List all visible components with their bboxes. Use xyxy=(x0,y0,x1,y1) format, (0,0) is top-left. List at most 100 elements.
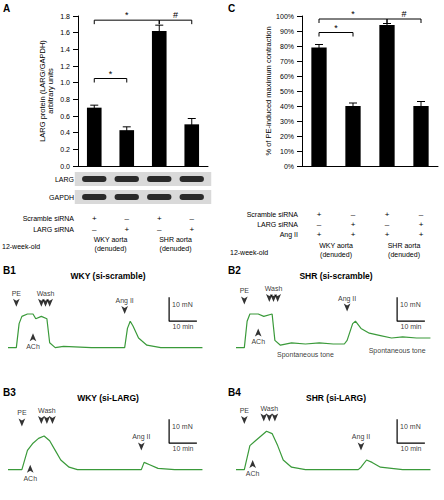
svg-text:#: # xyxy=(173,10,178,20)
svg-text:1.0: 1.0 xyxy=(60,79,70,86)
svg-text:1.8: 1.8 xyxy=(60,13,70,20)
svg-text:+: + xyxy=(317,210,322,219)
svg-text:80%: 80% xyxy=(280,43,294,50)
svg-text:A: A xyxy=(3,3,10,14)
svg-text:10 min: 10 min xyxy=(400,323,421,330)
svg-text:10 min: 10 min xyxy=(400,445,421,452)
svg-text:(denuded): (denuded) xyxy=(95,245,127,253)
svg-text:Ang II: Ang II xyxy=(132,433,150,441)
svg-text:10 mN: 10 mN xyxy=(400,301,421,308)
svg-text:10 mN: 10 mN xyxy=(400,423,421,430)
svg-text:Spontaneous tone: Spontaneous tone xyxy=(277,351,334,359)
svg-text:100%: 100% xyxy=(276,13,294,20)
svg-text:+: + xyxy=(189,225,194,234)
svg-text:+: + xyxy=(419,230,424,239)
svg-text:Wash: Wash xyxy=(37,290,55,297)
svg-text:–: – xyxy=(190,214,195,223)
svg-text:ACh: ACh xyxy=(26,343,40,350)
svg-text:LARG: LARG xyxy=(55,176,74,183)
svg-text:0.6: 0.6 xyxy=(60,113,70,120)
svg-text:B4: B4 xyxy=(228,387,241,398)
svg-text:WKY aorta: WKY aorta xyxy=(94,236,128,243)
svg-text:+: + xyxy=(351,220,356,229)
svg-text:30%: 30% xyxy=(280,118,294,125)
svg-text:0.4: 0.4 xyxy=(60,129,70,136)
svg-text:B2: B2 xyxy=(228,265,241,276)
svg-text:SHR (si-scramble): SHR (si-scramble) xyxy=(299,271,372,281)
svg-text:LARG siRNA: LARG siRNA xyxy=(257,221,298,228)
svg-text:ACh: ACh xyxy=(246,470,260,477)
svg-text:WKY (si-LARG): WKY (si-LARG) xyxy=(77,393,139,403)
svg-text:SHR aorta: SHR aorta xyxy=(388,242,421,249)
svg-text:Wash: Wash xyxy=(38,407,56,414)
svg-text:*: * xyxy=(351,9,355,19)
svg-text:Ang II: Ang II xyxy=(338,295,356,303)
svg-text:Spontaneous tone: Spontaneous tone xyxy=(369,347,426,355)
svg-text:Wash: Wash xyxy=(261,405,279,412)
svg-text:Ang II: Ang II xyxy=(280,231,298,239)
svg-text:1.6: 1.6 xyxy=(60,29,70,36)
svg-text:1.4: 1.4 xyxy=(60,46,70,53)
svg-text:–: – xyxy=(317,220,322,229)
svg-text:–: – xyxy=(125,214,130,223)
svg-text:+: + xyxy=(385,230,390,239)
svg-text:20%: 20% xyxy=(280,133,294,140)
svg-text:SHR aorta: SHR aorta xyxy=(159,236,192,243)
svg-text:ACh: ACh xyxy=(23,475,37,482)
svg-text:PE: PE xyxy=(17,409,27,416)
svg-text:–: – xyxy=(419,210,424,219)
svg-text:PE: PE xyxy=(240,287,250,294)
svg-text:arbitrary units: arbitrary units xyxy=(46,68,55,114)
svg-text:*: * xyxy=(109,69,113,79)
svg-text:C: C xyxy=(228,3,235,14)
svg-text:–: – xyxy=(92,225,97,234)
svg-text:PE: PE xyxy=(240,407,250,414)
svg-text:Ang II: Ang II xyxy=(116,297,134,305)
svg-text:B1: B1 xyxy=(3,265,16,276)
svg-text:WKY (si-scramble): WKY (si-scramble) xyxy=(71,271,146,281)
svg-text:1.2: 1.2 xyxy=(60,63,70,70)
svg-text:10 min: 10 min xyxy=(172,445,193,452)
svg-text:(denuded): (denuded) xyxy=(160,245,192,253)
svg-text:*: * xyxy=(125,10,129,20)
svg-text:B3: B3 xyxy=(3,387,16,398)
svg-text:Ang II: Ang II xyxy=(352,433,370,441)
svg-text:–: – xyxy=(351,210,356,219)
svg-text:10 mN: 10 mN xyxy=(172,301,193,308)
svg-text:+: + xyxy=(385,210,390,219)
svg-text:(denuded): (denuded) xyxy=(320,251,352,259)
svg-text:+: + xyxy=(157,214,162,223)
svg-text:60%: 60% xyxy=(280,73,294,80)
svg-text:Scramble siRNA: Scramble siRNA xyxy=(247,211,299,218)
svg-text:70%: 70% xyxy=(280,58,294,65)
svg-text:PE: PE xyxy=(12,290,22,297)
svg-text:–: – xyxy=(385,220,390,229)
svg-text:WKY aorta: WKY aorta xyxy=(319,242,353,249)
svg-text:+: + xyxy=(351,230,356,239)
svg-text:LARG siRNA: LARG siRNA xyxy=(33,226,74,233)
svg-text:12-week-old: 12-week-old xyxy=(2,243,40,250)
svg-text:10%: 10% xyxy=(280,148,294,155)
svg-text:0.0: 0.0 xyxy=(60,163,70,170)
svg-text:% of PE-induced maximum contra: % of PE-induced maximum contraction xyxy=(264,26,273,155)
svg-text:40%: 40% xyxy=(280,103,294,110)
svg-text:GAPDH: GAPDH xyxy=(49,194,74,201)
svg-text:+: + xyxy=(419,220,424,229)
svg-text:+: + xyxy=(317,230,322,239)
svg-text:90%: 90% xyxy=(280,28,294,35)
svg-text:0.2: 0.2 xyxy=(60,146,70,153)
svg-text:12-week-old: 12-week-old xyxy=(230,249,268,256)
svg-text:Wash: Wash xyxy=(265,285,283,292)
svg-text:0.8: 0.8 xyxy=(60,96,70,103)
svg-text:Scramble siRNA: Scramble siRNA xyxy=(23,215,75,222)
svg-text:0%: 0% xyxy=(284,163,294,170)
svg-text:#: # xyxy=(401,9,406,19)
svg-text:ACh: ACh xyxy=(251,338,265,345)
svg-text:10 min: 10 min xyxy=(172,323,193,330)
svg-text:10 mN: 10 mN xyxy=(172,423,193,430)
svg-text:SHR (si-LARG): SHR (si-LARG) xyxy=(306,393,366,403)
svg-text:–: – xyxy=(157,225,162,234)
svg-text:50%: 50% xyxy=(280,88,294,95)
svg-text:+: + xyxy=(124,225,129,234)
svg-text:(denuded): (denuded) xyxy=(388,251,420,259)
